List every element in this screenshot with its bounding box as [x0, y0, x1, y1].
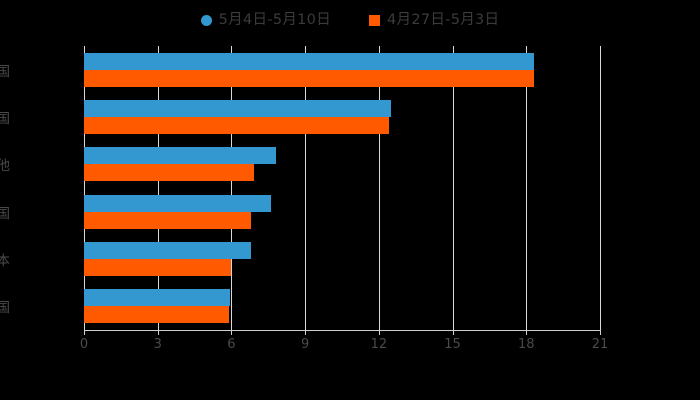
x-axis-tick [157, 330, 159, 335]
bar-2-美国[interactable] [84, 69, 534, 87]
bar-1-日本[interactable] [84, 242, 252, 259]
y-axis-label-其他: 其他 [0, 158, 10, 175]
legend-circle-marker-icon [200, 14, 212, 26]
x-axis-tick-label: 15 [444, 337, 461, 352]
x-axis-tick-label: 18 [518, 337, 535, 352]
bar-2-其他[interactable] [84, 164, 254, 182]
x-axis-tick [526, 330, 528, 335]
bar-1-英国[interactable] [84, 100, 392, 117]
bar-2-中国[interactable] [84, 306, 229, 324]
gridline [526, 46, 528, 330]
x-axis-tick-label: 21 [591, 337, 609, 352]
x-axis-tick-label: 6 [227, 337, 236, 352]
legend-square-marker-icon [369, 14, 380, 26]
bar-2-日本[interactable] [84, 259, 232, 276]
chart-legend: 5月4日-5月10日 4月27日-5月3日 [0, 9, 700, 31]
gridline [157, 46, 159, 330]
bar-1-美国[interactable] [84, 52, 534, 70]
gridline [305, 46, 307, 330]
plot-area [84, 46, 601, 330]
gridline [231, 46, 233, 330]
y-axis-label-英国: 英国 [0, 111, 10, 127]
bar-1-中国[interactable] [84, 289, 231, 307]
gridline [452, 46, 454, 330]
x-axis-line [84, 330, 601, 331]
bar-1-其他[interactable] [84, 147, 276, 165]
gridline [600, 46, 601, 330]
y-axis-label-德国: 德国 [0, 205, 10, 222]
x-axis-tick [305, 330, 307, 335]
legend-item-series-1[interactable]: 5月4日-5月10日 [200, 11, 331, 28]
legend-label-series-2: 4月27日-5月3日 [387, 11, 500, 28]
gridline [378, 46, 380, 330]
x-axis-tick-label: 3 [153, 337, 162, 352]
bar-2-英国[interactable] [84, 117, 389, 134]
x-axis-tick-label: 9 [301, 337, 310, 352]
x-axis-tick-label: 0 [79, 337, 89, 352]
x-axis-tick [600, 330, 601, 335]
bar-1-德国[interactable] [84, 194, 271, 212]
y-axis-label-美国: 美国 [0, 63, 10, 80]
legend-label-series-1: 5月4日-5月10日 [218, 11, 331, 28]
legend-item-series-2[interactable]: 4月27日-5月3日 [369, 13, 499, 28]
bar-2-德国[interactable] [84, 211, 252, 229]
y-axis-label-中国: 中国 [0, 300, 10, 317]
x-axis-tick [378, 330, 380, 335]
y-axis-label-日本: 日本 [0, 253, 10, 269]
gridline [84, 46, 85, 330]
x-axis-tick [231, 330, 233, 335]
x-axis-tick [84, 330, 85, 335]
x-axis-tick-label: 12 [370, 337, 388, 352]
x-axis-tick [452, 330, 454, 335]
